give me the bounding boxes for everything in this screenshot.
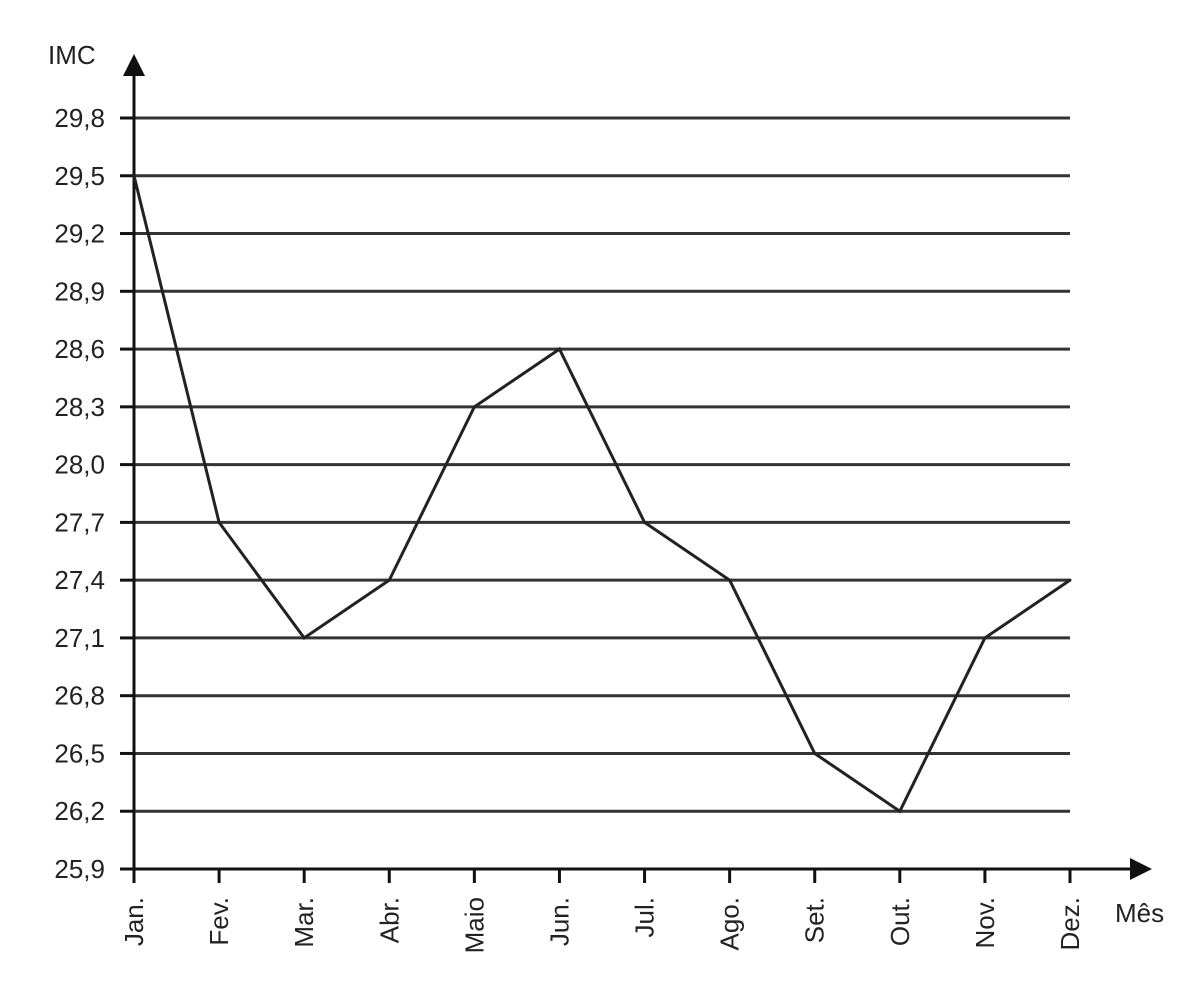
x-tick-label: Jun. [544, 897, 574, 946]
x-tick-label: Nov. [970, 897, 1000, 949]
x-tick-label: Abr. [374, 897, 404, 943]
y-tick-label: 29,5 [54, 161, 105, 191]
x-tick-label: Jan. [119, 897, 149, 946]
x-tick-label: Set. [800, 897, 830, 943]
data-point [387, 578, 391, 582]
x-tick-label: Mar. [289, 897, 319, 948]
y-tick-label: 27,7 [54, 507, 105, 537]
x-axis-title: Mês [1115, 898, 1164, 928]
x-tick-label: Fev. [204, 897, 234, 946]
grid-lines [134, 116, 1070, 813]
x-tick-label: Dez. [1055, 897, 1085, 950]
data-point [472, 405, 476, 409]
y-axis-title: IMC [48, 40, 96, 70]
y-tick-label: 28,6 [54, 334, 105, 364]
series-line [132, 175, 1071, 814]
x-tick-label: Maio [459, 897, 489, 953]
y-tick-label: 27,1 [54, 623, 105, 653]
y-tick-label: 26,8 [54, 681, 105, 711]
y-tick-labels: 25,9 26,2 26,5 26,8 27,1 27,4 27,7 28,0 28,3 28,6… [54, 103, 134, 884]
y-tick-label: 28,0 [54, 450, 105, 480]
y-tick-label: 26,5 [54, 738, 105, 768]
y-tick-label: 26,2 [54, 796, 105, 826]
data-point [643, 520, 647, 524]
x-tick-label: Out. [885, 897, 915, 946]
data-point [302, 636, 306, 640]
data-point [557, 347, 561, 351]
y-tick-label: 25,9 [54, 854, 105, 884]
series-points [132, 174, 1072, 813]
data-point [132, 174, 136, 178]
x-tick-label: Jul. [630, 897, 660, 937]
x-tick-labels: Jan. Fev. Mar. Abr. Maio Jun. Jul. Ago. Set. Out.… [119, 869, 1085, 953]
x-tick-label: Ago. [715, 897, 745, 951]
axes [123, 54, 1152, 880]
x-axis-arrow [1130, 858, 1152, 880]
y-tick-label: 27,4 [54, 565, 105, 595]
y-tick-label: 29,8 [54, 103, 105, 133]
data-point [898, 809, 902, 813]
data-point [1068, 578, 1072, 582]
y-tick-label: 29,2 [54, 219, 105, 249]
data-point [813, 751, 817, 755]
y-tick-label: 28,9 [54, 276, 105, 306]
data-point [728, 578, 732, 582]
y-axis-arrow [123, 54, 145, 76]
y-tick-label: 28,3 [54, 392, 105, 422]
data-point [217, 520, 221, 524]
data-point [983, 636, 987, 640]
